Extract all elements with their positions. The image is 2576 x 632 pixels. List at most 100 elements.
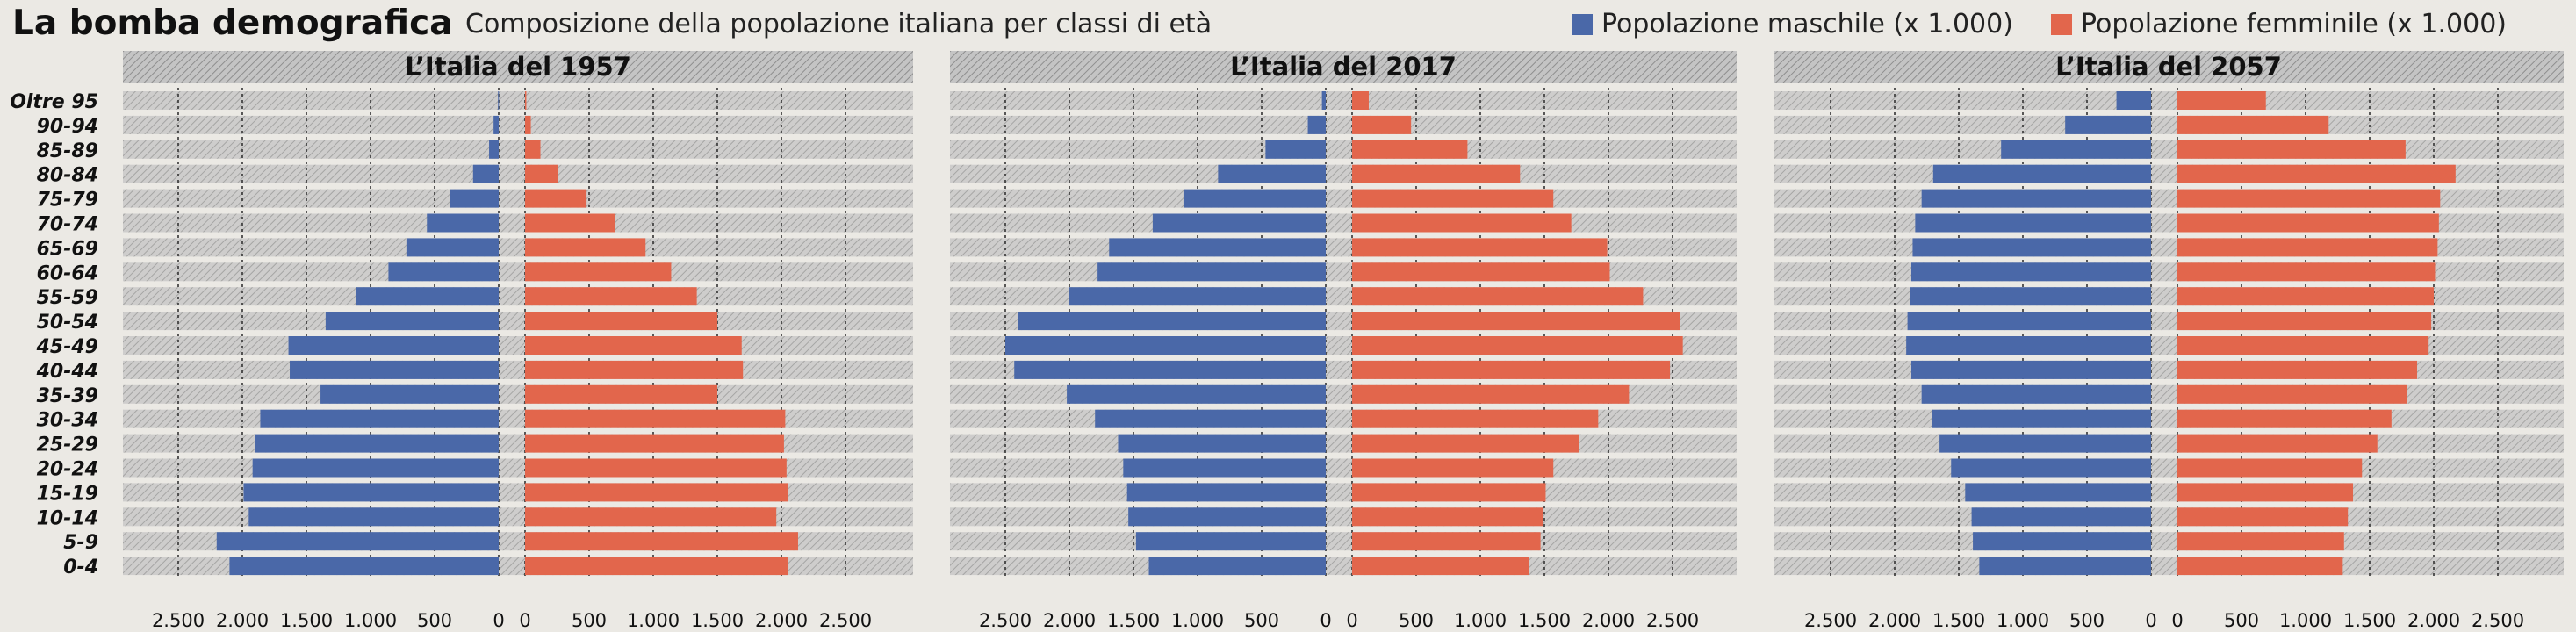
- bar-male-40-44: [290, 360, 499, 379]
- tick-label: 1.500: [2343, 610, 2396, 631]
- bar-female-80-84: [1352, 164, 1521, 183]
- tick-label: 2.000: [216, 610, 269, 631]
- row-background: [1774, 312, 2564, 331]
- row-background: [123, 262, 913, 282]
- row-background: [123, 384, 913, 404]
- bar-male-20-24: [1951, 458, 2151, 478]
- bar-female-25-29: [2177, 434, 2378, 453]
- bar-male-10-14: [1128, 507, 1326, 527]
- row-background: [950, 189, 1737, 208]
- row-background: [123, 238, 913, 257]
- bar-male-55-59: [356, 287, 499, 306]
- bar-male-15-19: [1126, 483, 1326, 502]
- chart-subtitle: Composizione della popolazione italiana …: [465, 9, 1212, 40]
- bar-female-90-94: [2177, 115, 2329, 134]
- row-background: [1774, 115, 2564, 134]
- tick-label: 1.500: [1518, 610, 1571, 631]
- row-background: [123, 360, 913, 379]
- row-background: [1774, 91, 2564, 110]
- row-background: [1774, 336, 2564, 355]
- row-backgrounds: [123, 91, 913, 576]
- row-background: [950, 409, 1737, 428]
- row-background: [1774, 532, 2564, 551]
- bar-male-30-34: [1095, 409, 1326, 428]
- bar-female-50-54: [525, 312, 717, 331]
- bar-female-40-44: [2177, 360, 2418, 379]
- tick-label: 2.500: [819, 610, 872, 631]
- bar-female-60-64: [1352, 262, 1610, 282]
- row-background: [123, 213, 913, 233]
- age-label: 15-19: [37, 483, 98, 505]
- bar-female-70-74: [1352, 213, 1572, 233]
- bar-male-50-54: [1907, 312, 2151, 331]
- tick-label: 0: [2171, 610, 2183, 631]
- bar-male-40-44: [1910, 360, 2151, 379]
- bar-male-75-79: [1183, 189, 1326, 208]
- row-background: [123, 409, 913, 428]
- row-background: [1774, 238, 2564, 257]
- panel-header-band: [1774, 51, 2564, 83]
- row-background: [950, 458, 1737, 478]
- legend-male: Popolazione maschile (x 1.000): [1572, 9, 2013, 40]
- bar-male-25-29: [1939, 434, 2151, 453]
- bar-female-0-4: [525, 557, 788, 576]
- tick-label: 1.000: [1997, 610, 2049, 631]
- bar-male-40-44: [1014, 360, 1326, 379]
- bar-male-85-89: [1265, 140, 1326, 159]
- bar-male-Oltre 95: [498, 91, 500, 110]
- bar-male-35-39: [1921, 384, 2151, 404]
- bar-male-5-9: [216, 532, 500, 551]
- tick-label: 1.000: [2279, 610, 2332, 631]
- bar-female-15-19: [525, 483, 788, 502]
- age-label: 80-84: [37, 165, 98, 187]
- bar-male-75-79: [450, 189, 499, 208]
- bar-female-75-79: [525, 189, 587, 208]
- tick-label: 2.000: [1868, 610, 1921, 631]
- bar-female-45-49: [2177, 336, 2429, 355]
- bar-female-55-59: [1352, 287, 1644, 306]
- row-background: [1774, 483, 2564, 502]
- row-background: [1774, 213, 2564, 233]
- legend-female: Popolazione femminile (x 1.000): [2051, 9, 2507, 40]
- age-label: 65-69: [37, 238, 98, 260]
- bar-female-25-29: [1352, 434, 1579, 453]
- row-background: [123, 312, 913, 331]
- bar-male-90-94: [1307, 115, 1326, 134]
- row-background: [123, 336, 913, 355]
- pyramid-chart-2: L’Italia del 2017 2.500 2.000 1.500 1.000 500…: [950, 51, 1737, 631]
- bar-female-35-39: [1352, 384, 1630, 404]
- bar-male-35-39: [320, 384, 499, 404]
- row-background: [950, 91, 1737, 110]
- row-background: [950, 434, 1737, 453]
- bar-male-30-34: [1932, 409, 2151, 428]
- bar-male-45-49: [1906, 336, 2151, 355]
- bar-female-10-14: [2177, 507, 2349, 527]
- bar-female-Oltre 95: [525, 91, 527, 110]
- row-background: [123, 434, 913, 453]
- row-background: [950, 140, 1737, 159]
- bar-male-60-64: [1910, 262, 2151, 282]
- bar-male-0-4: [1148, 557, 1326, 576]
- bar-female-90-94: [525, 115, 531, 134]
- panel-header-band: [950, 51, 1737, 83]
- age-label: 55-59: [37, 287, 98, 309]
- tick-label: 0: [519, 610, 530, 631]
- bar-male-65-69: [406, 238, 499, 257]
- row-background: [1774, 262, 2564, 282]
- bar-female-20-24: [1352, 458, 1554, 478]
- bar-female-35-39: [2177, 384, 2407, 404]
- bar-female-20-24: [2177, 458, 2363, 478]
- bar-female-85-89: [1352, 140, 1468, 159]
- bar-female-20-24: [525, 458, 787, 478]
- age-label: 25-29: [37, 434, 98, 456]
- bar-male-25-29: [255, 434, 499, 453]
- tick-label: 500: [417, 610, 452, 631]
- bar-male-70-74: [1915, 213, 2151, 233]
- bar-male-10-14: [248, 507, 499, 527]
- bar-female-85-89: [2177, 140, 2406, 159]
- chart-title: La bomba demografica: [12, 4, 453, 43]
- row-background: [950, 483, 1737, 502]
- bar-female-60-64: [525, 262, 672, 282]
- bar-male-0-4: [229, 557, 499, 576]
- row-background: [1774, 458, 2564, 478]
